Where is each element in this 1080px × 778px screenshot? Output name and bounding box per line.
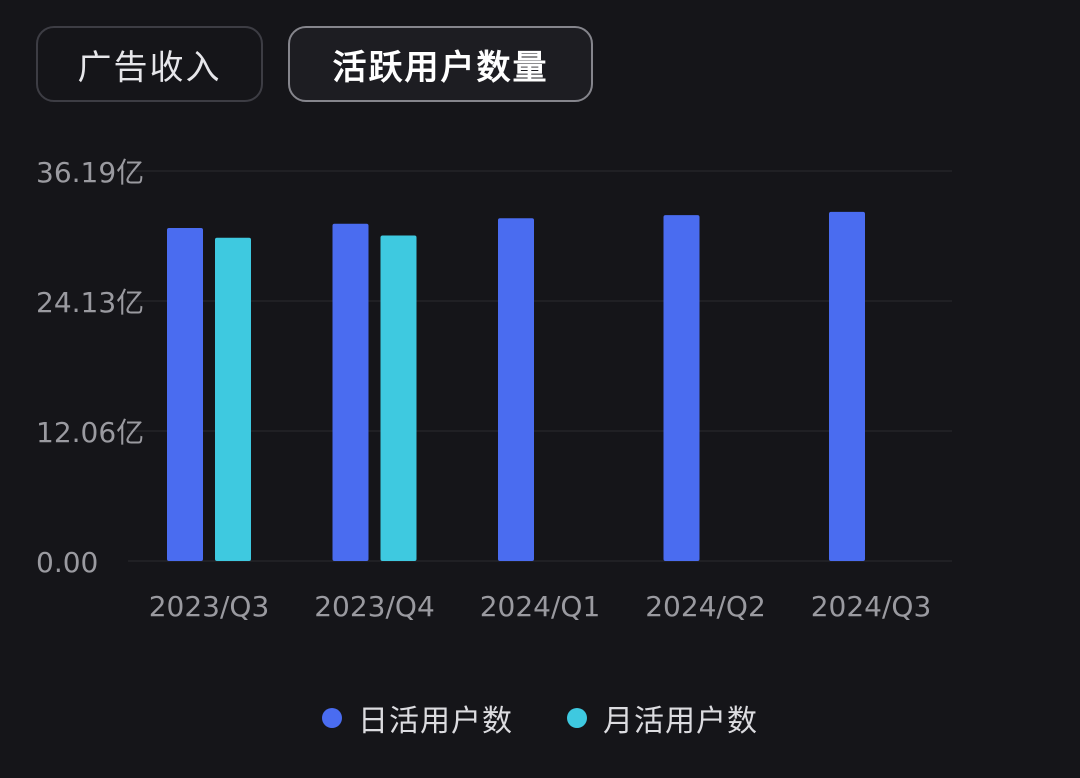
legend-item-mau[interactable]: 月活用户数	[567, 696, 758, 740]
x-tick-label: 2023/Q4	[314, 590, 435, 623]
bar-dau	[167, 228, 203, 562]
y-tick-label: 12.06亿	[36, 416, 144, 449]
y-tick-label: 24.13亿	[36, 286, 144, 319]
bar-dau	[829, 211, 865, 561]
tab-active-users[interactable]: 活跃用户数量	[288, 26, 593, 102]
x-tick-label: 2024/Q2	[645, 590, 766, 623]
bar-dau	[332, 223, 369, 561]
bar-mau	[215, 237, 251, 561]
legend-dot-mau	[567, 708, 587, 728]
legend-label-mau: 月活用户数	[603, 704, 758, 739]
x-tick-label: 2023/Q3	[149, 590, 270, 623]
tab-ad-revenue[interactable]: 广告收入	[36, 26, 263, 102]
legend-item-dau[interactable]: 日活用户数	[322, 696, 513, 740]
x-tick-label: 2024/Q1	[480, 590, 601, 623]
bar-chart: 0.00 12.06亿 24.13亿 36.19亿 2023/Q3 2023/Q4 2024…	[36, 156, 952, 623]
legend-label-dau: 日活用户数	[358, 704, 513, 739]
bar-dau	[498, 218, 534, 561]
bar-mau	[380, 235, 417, 562]
y-tick-label: 0.00	[36, 546, 98, 579]
legend-dot-dau	[322, 708, 342, 728]
x-tick-label: 2024/Q3	[811, 590, 932, 623]
bar-dau	[663, 215, 700, 561]
chart-legend: 日活用户数 月活用户数	[0, 696, 1080, 740]
y-tick-label: 36.19亿	[36, 156, 144, 189]
